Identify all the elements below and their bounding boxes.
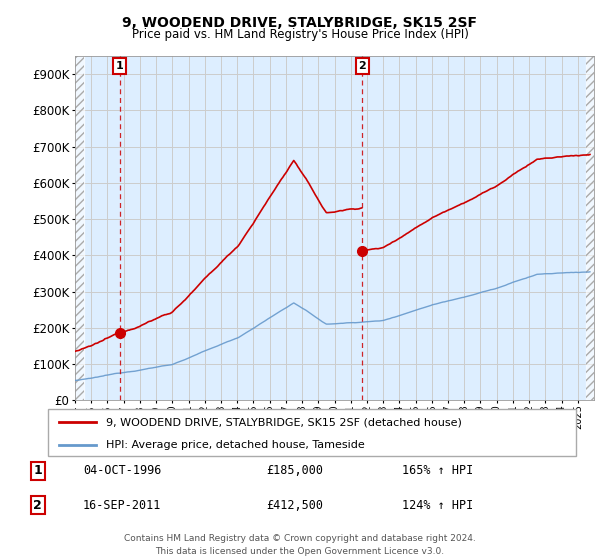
- Text: Price paid vs. HM Land Registry's House Price Index (HPI): Price paid vs. HM Land Registry's House …: [131, 28, 469, 41]
- Text: 04-OCT-1996: 04-OCT-1996: [83, 464, 161, 478]
- Text: 2: 2: [358, 61, 366, 71]
- Text: 1: 1: [116, 61, 124, 71]
- Text: 124% ↑ HPI: 124% ↑ HPI: [401, 498, 473, 512]
- Text: 165% ↑ HPI: 165% ↑ HPI: [401, 464, 473, 478]
- Text: £412,500: £412,500: [266, 498, 323, 512]
- Bar: [586, 56, 594, 400]
- Text: 16-SEP-2011: 16-SEP-2011: [83, 498, 161, 512]
- Text: Contains HM Land Registry data © Crown copyright and database right 2024.
This d: Contains HM Land Registry data © Crown c…: [124, 534, 476, 556]
- FancyBboxPatch shape: [48, 409, 576, 456]
- Text: 9, WOODEND DRIVE, STALYBRIDGE, SK15 2SF: 9, WOODEND DRIVE, STALYBRIDGE, SK15 2SF: [122, 16, 478, 30]
- Text: £185,000: £185,000: [266, 464, 323, 478]
- Text: 2: 2: [34, 498, 42, 512]
- Text: 9, WOODEND DRIVE, STALYBRIDGE, SK15 2SF (detached house): 9, WOODEND DRIVE, STALYBRIDGE, SK15 2SF …: [106, 417, 462, 427]
- Text: HPI: Average price, detached house, Tameside: HPI: Average price, detached house, Tame…: [106, 440, 365, 450]
- Bar: [75, 56, 84, 400]
- Text: 1: 1: [34, 464, 42, 478]
